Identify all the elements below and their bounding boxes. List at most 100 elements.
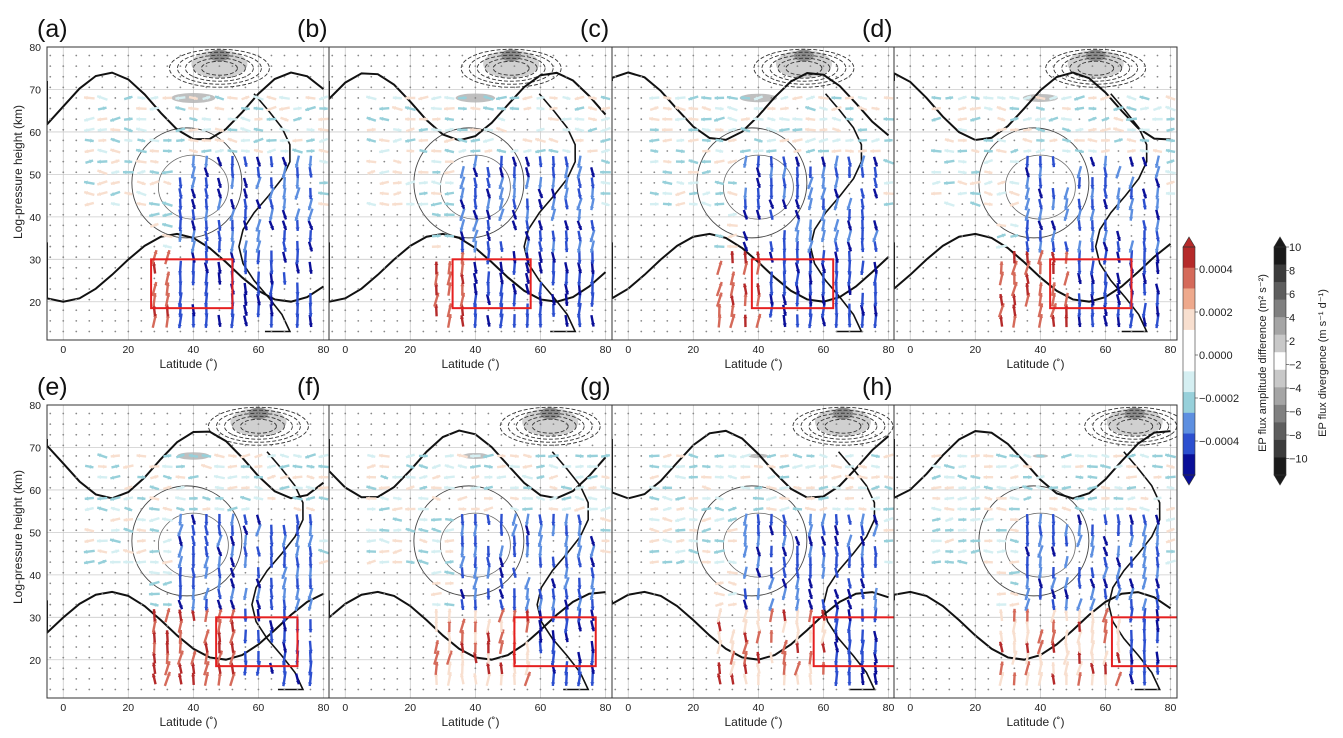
x-tick-label: 0 (342, 344, 348, 356)
grid-dot (1078, 54, 1081, 57)
grid-dot (1078, 75, 1081, 78)
ep-flux-arrowhead (405, 138, 410, 143)
grid-dot (101, 518, 104, 521)
grid-dot (1169, 288, 1172, 290)
ep-flux-arrowhead (450, 581, 454, 586)
grid-dot (322, 614, 325, 617)
ep-flux-arrowhead (577, 291, 582, 296)
ep-flux-arrowhead (253, 496, 258, 501)
ep-flux-arrowhead (576, 174, 581, 179)
ep-flux-arrowhead (807, 248, 812, 253)
grid-dot (666, 277, 669, 280)
ep-flux-arrowhead (295, 532, 300, 536)
grid-dot (88, 571, 91, 574)
ep-flux-arrowhead (662, 138, 667, 143)
ep-flux-arrowhead (191, 564, 196, 568)
grid-dot (396, 65, 399, 68)
ep-flux-arrowhead (295, 185, 300, 189)
ep-flux-arrowhead (1038, 205, 1043, 210)
ep-flux-arrowhead (551, 237, 556, 242)
grid-dot (62, 529, 65, 532)
ep-flux-arrowhead (149, 496, 154, 501)
ep-flux-arrowhead (1116, 301, 1121, 305)
ep-flux-arrowhead (832, 116, 836, 121)
grid-dot (1156, 75, 1159, 78)
grid-dot (896, 203, 899, 206)
ep-flux-arrowhead (282, 281, 287, 285)
ep-flux-arrowhead (154, 159, 159, 164)
grid-dot (296, 444, 299, 447)
ep-flux-arrowhead (269, 669, 274, 674)
y-tick-label: 60 (29, 485, 41, 497)
grid-dot (948, 128, 951, 131)
grid-dot (666, 86, 669, 89)
ep-flux-arrowhead (957, 191, 962, 196)
grid-dot (205, 624, 208, 627)
zero-contour (251, 451, 305, 691)
grid-dot (909, 128, 912, 131)
grid-dot (809, 160, 812, 163)
grid-dot (62, 508, 65, 510)
ep-flux-arrowhead (191, 205, 196, 210)
grid-dot (987, 224, 990, 227)
ep-flux-arrowhead (600, 170, 604, 175)
grid-dot (370, 192, 373, 195)
ep-flux-arrowhead (253, 106, 258, 111)
x-tick-label: 60 (1100, 344, 1112, 356)
ep-flux-arrowhead (230, 227, 235, 232)
grid-dot (357, 330, 360, 333)
ep-flux-arrowhead (256, 617, 261, 622)
grid-dot (935, 256, 938, 259)
ep-flux-arrowhead (460, 594, 465, 599)
grid-dot (922, 86, 925, 89)
grid-dot (435, 688, 438, 691)
zero-contour (47, 232, 325, 303)
ep-flux-arrowhead (1154, 227, 1160, 232)
grid-dot (987, 266, 990, 269)
grid-dot (961, 298, 964, 301)
ep-flux-arrowhead (1077, 205, 1082, 210)
grid-dot (49, 192, 52, 195)
ep-flux-arrowhead (1155, 312, 1160, 317)
ep-flux-arrowhead (84, 527, 89, 532)
ep-flux-arrowhead (538, 185, 543, 189)
grid-dot (961, 54, 964, 57)
grid-dot (75, 444, 78, 447)
ep-flux-arrowhead (431, 96, 436, 101)
ep-flux-arrowhead (693, 191, 698, 196)
ep-flux-arrowhead (807, 195, 812, 200)
ep-flux-arrowhead (498, 303, 504, 307)
grid-dot (357, 277, 360, 280)
ep-flux-arrowhead (162, 517, 166, 522)
zero-contour (523, 93, 577, 333)
ep-flux-arrowhead (1152, 117, 1156, 122)
grid-dot (513, 235, 516, 237)
grid-dot (309, 65, 312, 68)
ep-flux-arrowhead (110, 538, 114, 543)
grid-dot (666, 266, 669, 269)
grid-dot (1065, 160, 1068, 163)
ep-flux-arrowhead (435, 650, 440, 655)
grid-dot (987, 319, 990, 322)
grid-dot (1117, 150, 1120, 152)
ep-flux-arrowhead (1103, 205, 1108, 210)
grid-dot (1156, 65, 1159, 68)
grid-dot (62, 465, 65, 468)
x-tick-label: 40 (188, 702, 200, 714)
grid-dot (640, 181, 643, 184)
grid-dot (848, 65, 851, 68)
grid-dot (357, 256, 360, 259)
grid-dot (961, 330, 964, 333)
grid-dot (935, 139, 938, 142)
ep-flux-arrowhead (1103, 281, 1108, 286)
ep-flux-arrowhead (1074, 138, 1078, 143)
ep-flux-arrowhead (460, 532, 465, 537)
ep-flux-arrowhead (553, 95, 558, 101)
ep-flux-arrowhead (1142, 238, 1147, 242)
ep-flux-arrowhead (1037, 217, 1042, 221)
ep-flux-arrowhead (155, 560, 159, 565)
ep-flux-arrowhead (498, 324, 503, 329)
ep-flux-arrowhead (857, 127, 862, 132)
grid-dot (770, 75, 773, 78)
